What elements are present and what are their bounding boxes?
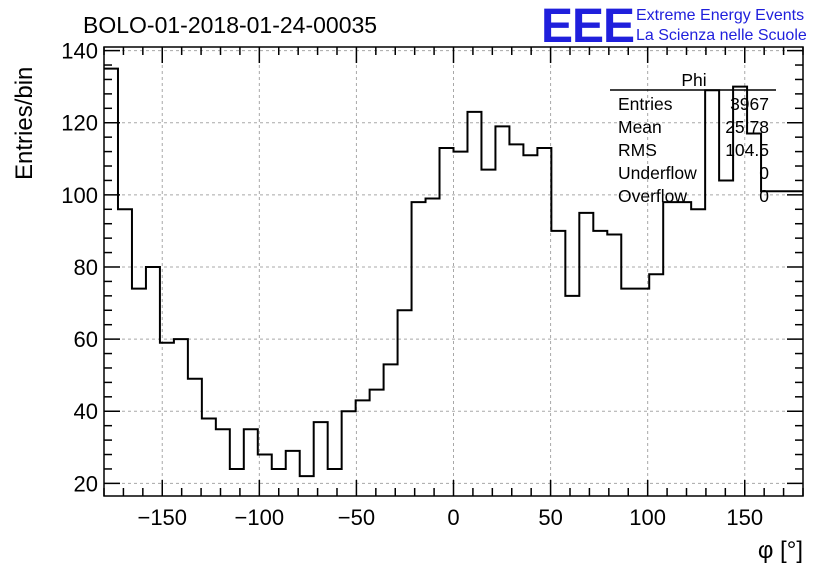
stats-value-rms: 104.5 bbox=[725, 140, 769, 160]
eee-logo-letters: EEE bbox=[541, 0, 634, 53]
y-tick-label: 140 bbox=[61, 39, 98, 64]
eee-logo: EEE Extreme Energy Events La Scienza nel… bbox=[541, 0, 807, 53]
grid-lines bbox=[104, 47, 803, 496]
x-axis-title: φ [°] bbox=[758, 537, 803, 564]
y-tick-label: 60 bbox=[74, 327, 98, 352]
x-tick-label: −150 bbox=[137, 505, 187, 530]
x-tick-label: 0 bbox=[447, 505, 459, 530]
stats-label-mean: Mean bbox=[618, 117, 662, 137]
y-axis-title: Entries/bin bbox=[11, 67, 38, 180]
stats-label-underflow: Underflow bbox=[618, 163, 697, 183]
x-tick-labels: −150 −100 −50 0 50 100 150 bbox=[137, 505, 763, 530]
run-title: BOLO-01-2018-01-24-00035 bbox=[83, 12, 377, 38]
axis-ticks bbox=[103, 47, 804, 496]
x-tick-label: 50 bbox=[538, 505, 562, 530]
stats-value-underflow: 0 bbox=[759, 163, 769, 183]
x-tick-label: −50 bbox=[338, 505, 375, 530]
stats-label-overflow: Overflow bbox=[618, 186, 687, 206]
logo-subtitle-line2: La Scienza nelle Scuole bbox=[636, 27, 807, 44]
x-tick-label: 150 bbox=[726, 505, 763, 530]
stats-label-rms: RMS bbox=[618, 140, 657, 160]
x-tick-label: −100 bbox=[235, 505, 285, 530]
y-tick-label: 100 bbox=[61, 183, 98, 208]
x-tick-label: 100 bbox=[629, 505, 666, 530]
stats-value-mean: 25.78 bbox=[725, 117, 769, 137]
stats-histogram-name: Phi bbox=[681, 70, 706, 90]
y-tick-label: 120 bbox=[61, 111, 98, 136]
y-tick-labels: 20 40 60 80 100 120 140 bbox=[61, 39, 98, 497]
histogram-line bbox=[104, 67, 803, 478]
stats-value-entries: 3967 bbox=[730, 94, 769, 114]
stats-box: Phi Entries 3967 Mean 25.78 RMS 104.5 Un… bbox=[610, 70, 776, 206]
stats-label-entries: Entries bbox=[618, 94, 673, 114]
y-tick-label: 80 bbox=[74, 255, 98, 280]
y-tick-label: 20 bbox=[74, 471, 98, 496]
stats-value-overflow: 0 bbox=[759, 186, 769, 206]
y-tick-label: 40 bbox=[74, 399, 98, 424]
logo-subtitle-line1: Extreme Energy Events bbox=[636, 7, 804, 24]
